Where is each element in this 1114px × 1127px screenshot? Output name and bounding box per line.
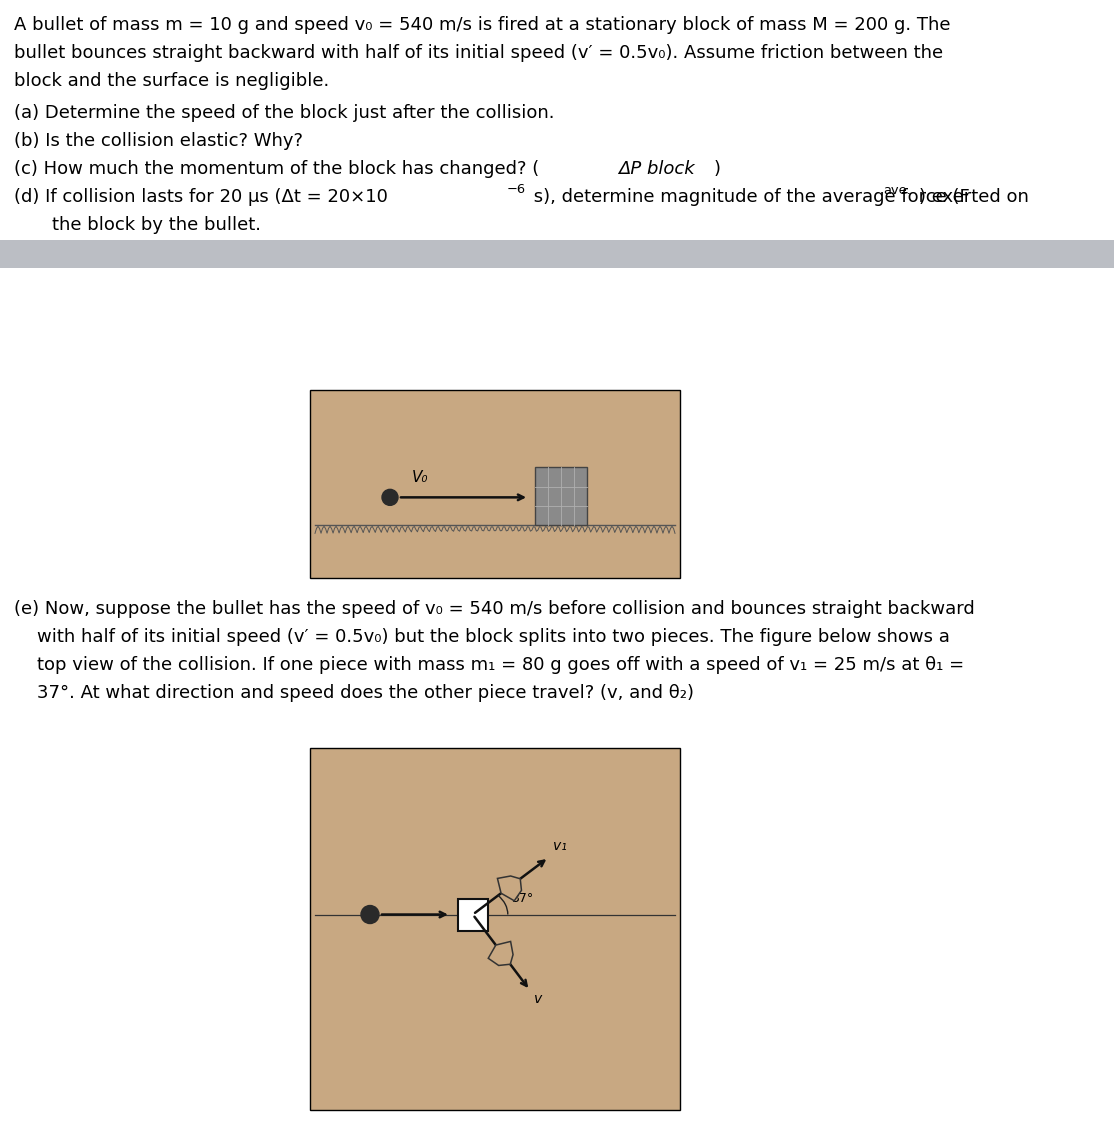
Text: s), determine magnitude of the average force (F: s), determine magnitude of the average f… <box>528 188 970 206</box>
Text: V₀: V₀ <box>412 470 429 486</box>
Text: block and the surface is negligible.: block and the surface is negligible. <box>14 72 330 90</box>
Circle shape <box>382 489 398 505</box>
Bar <box>535 468 587 525</box>
Text: ave.: ave. <box>883 184 911 197</box>
Polygon shape <box>498 876 521 900</box>
Text: −6: −6 <box>507 183 526 196</box>
Bar <box>310 390 680 578</box>
Text: 37°. At what direction and speed does the other piece travel? (v, and θ₂): 37°. At what direction and speed does th… <box>14 684 694 702</box>
Text: (d) If collision lasts for 20 μs (Δt = 20×10: (d) If collision lasts for 20 μs (Δt = 2… <box>14 188 388 206</box>
Text: the block by the bullet.: the block by the bullet. <box>52 216 261 234</box>
Text: ) exerted on: ) exerted on <box>919 188 1029 206</box>
Text: 37°: 37° <box>511 891 534 905</box>
Text: ): ) <box>714 160 721 178</box>
Circle shape <box>361 905 379 923</box>
Text: bullet bounces straight backward with half of its initial speed (v′ = 0.5v₀). As: bullet bounces straight backward with ha… <box>14 44 944 62</box>
Bar <box>0 240 1114 268</box>
Bar <box>458 898 488 931</box>
Text: (c) How much the momentum of the block has changed? (: (c) How much the momentum of the block h… <box>14 160 539 178</box>
Text: A bullet of mass m = 10 g and speed v₀ = 540 m/s is fired at a stationary block : A bullet of mass m = 10 g and speed v₀ =… <box>14 16 950 34</box>
Text: (e) Now, suppose the bullet has the speed of v₀ = 540 m/s before collision and b: (e) Now, suppose the bullet has the spee… <box>14 600 975 618</box>
Text: θ₂: θ₂ <box>501 944 514 958</box>
Polygon shape <box>488 941 514 966</box>
Bar <box>310 748 680 1110</box>
Text: (b) Is the collision elastic? Why?: (b) Is the collision elastic? Why? <box>14 132 303 150</box>
Text: v: v <box>534 993 543 1006</box>
Text: (a) Determine the speed of the block just after the collision.: (a) Determine the speed of the block jus… <box>14 104 555 122</box>
Text: ΔP block: ΔP block <box>618 160 695 178</box>
Text: with half of its initial speed (v′ = 0.5v₀) but the block splits into two pieces: with half of its initial speed (v′ = 0.5… <box>14 628 950 646</box>
Text: top view of the collision. If one piece with mass m₁ = 80 g goes off with a spee: top view of the collision. If one piece … <box>14 656 964 674</box>
Text: v₁: v₁ <box>553 840 567 853</box>
